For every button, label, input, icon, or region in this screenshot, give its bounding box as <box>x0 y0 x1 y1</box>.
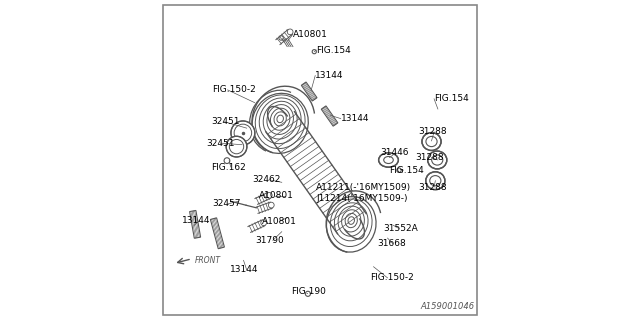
Text: 13144: 13144 <box>316 71 344 80</box>
Text: FIG.162: FIG.162 <box>211 163 246 172</box>
Circle shape <box>287 29 293 35</box>
Ellipse shape <box>231 121 255 145</box>
Text: 31668: 31668 <box>378 239 406 248</box>
Polygon shape <box>301 82 317 101</box>
Text: 31552A: 31552A <box>384 224 419 233</box>
Text: A159001046: A159001046 <box>420 302 474 311</box>
Text: 31790: 31790 <box>255 236 284 245</box>
Ellipse shape <box>426 172 445 190</box>
Text: 31446: 31446 <box>381 148 409 157</box>
Circle shape <box>266 193 272 198</box>
Text: FIG.154: FIG.154 <box>316 45 351 55</box>
Text: FIG.150-2: FIG.150-2 <box>212 85 255 94</box>
Text: A11211(-'16MY1509): A11211(-'16MY1509) <box>316 183 412 192</box>
Ellipse shape <box>379 153 398 167</box>
Text: A10801: A10801 <box>262 217 297 226</box>
Text: 31288: 31288 <box>419 127 447 136</box>
Text: A10801: A10801 <box>259 191 294 200</box>
Text: 31288: 31288 <box>415 153 444 162</box>
Text: 32451: 32451 <box>211 117 239 126</box>
Text: 13144: 13144 <box>182 216 211 225</box>
Circle shape <box>261 220 267 226</box>
Text: J11214('16MY1509-): J11214('16MY1509-) <box>316 194 408 204</box>
Ellipse shape <box>226 136 247 157</box>
Ellipse shape <box>422 132 441 150</box>
Text: 32451: 32451 <box>206 139 235 148</box>
Text: FIG.190: FIG.190 <box>291 287 326 296</box>
Text: 13144: 13144 <box>230 265 259 275</box>
Ellipse shape <box>428 151 447 169</box>
Text: 32457: 32457 <box>212 199 241 208</box>
Text: 13144: 13144 <box>340 114 369 123</box>
Polygon shape <box>321 106 338 126</box>
Text: A10801: A10801 <box>293 30 328 39</box>
Text: FIG.154: FIG.154 <box>434 94 469 103</box>
Text: FIG.154: FIG.154 <box>390 166 424 175</box>
Text: 32462: 32462 <box>252 175 281 184</box>
Text: FRONT: FRONT <box>195 257 221 266</box>
Polygon shape <box>189 211 200 238</box>
Text: FIG.150-2: FIG.150-2 <box>371 273 414 282</box>
Polygon shape <box>211 218 225 249</box>
Text: 31288: 31288 <box>418 183 447 192</box>
Circle shape <box>268 202 274 208</box>
